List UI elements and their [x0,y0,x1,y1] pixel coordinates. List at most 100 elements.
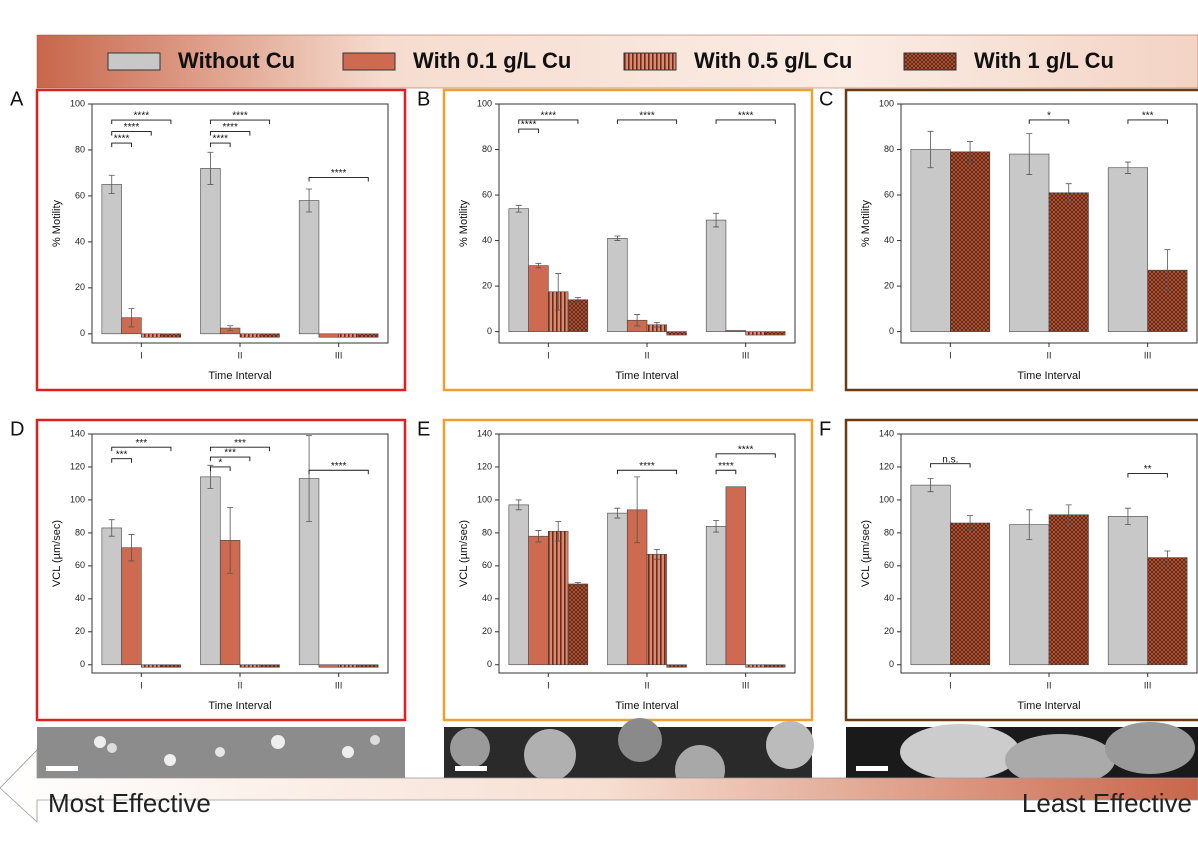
scale-left: Most Effective [48,788,211,818]
significance-label: **** [232,111,248,122]
x-tick-label: III [742,680,750,690]
bar [1049,515,1088,665]
legend-swatch [624,53,676,70]
x-tick-label: II [644,350,649,360]
significance-label: *** [116,449,128,460]
bar [568,300,588,332]
significance-label: **** [222,122,238,133]
bar [161,665,181,667]
bar [260,665,280,667]
x-axis-label: Time Interval [1017,370,1080,382]
bar [1010,154,1049,332]
bar [568,584,588,665]
bar [529,536,549,665]
significance-label: *** [135,438,147,449]
y-tick-label: 140 [879,428,894,438]
page: {"chart_data": [ {"type": "bar", "label"… [0,0,1198,850]
y-tick-label: 80 [75,527,85,537]
bar [647,554,667,664]
figure: Without CuWith 0.1 g/L CuWith 0.5 g/L Cu… [0,0,1198,850]
panel: A020406080100% MotilityTime IntervalIIII… [10,88,405,390]
bar [141,334,161,337]
y-tick-label: 120 [477,461,492,471]
y-tick-label: 0 [487,326,492,336]
y-tick-label: 40 [884,235,894,245]
significance-label: **** [114,134,130,145]
bar [102,528,122,665]
bar [746,665,766,667]
bar [299,201,319,334]
bar [1108,168,1147,332]
bar [141,665,161,667]
legend-label: Without Cu [178,48,295,73]
significance-label: **** [718,461,734,472]
panel-label: A [10,88,24,110]
y-tick-label: 120 [879,461,894,471]
x-tick-label: II [237,680,242,690]
bar [1049,193,1088,332]
significance-label: **** [331,168,347,179]
bar [706,526,726,664]
x-tick-label: III [742,350,750,360]
panels: A020406080100% MotilityTime IntervalIIII… [10,88,1198,720]
x-axis-label: Time Interval [615,700,678,712]
y-tick-label: 140 [70,428,85,438]
x-axis-label: Time Interval [208,700,271,712]
x-tick-label: III [1144,680,1152,690]
y-axis-label: % Motility [458,199,470,247]
y-axis-label: VCL (µm/sec) [860,520,872,587]
legend-swatch [343,53,395,70]
y-tick-label: 0 [889,326,894,336]
y-tick-label: 120 [70,461,85,471]
plot-area [92,104,388,343]
y-tick-label: 20 [884,626,894,636]
bar [509,209,529,332]
bar [122,548,142,665]
y-tick-label: 0 [889,659,894,669]
y-tick-label: 0 [80,328,85,338]
x-tick-label: II [1046,350,1051,360]
y-tick-label: 100 [477,494,492,504]
y-tick-label: 100 [70,98,85,108]
significance-label: ** [1144,464,1152,475]
legend-label: With 0.1 g/L Cu [413,48,571,73]
scale-right: Least Effective [1022,788,1192,818]
y-axis-label: % Motility [860,199,872,247]
bar [548,531,568,665]
bar [667,665,687,667]
y-tick-label: 100 [70,494,85,504]
y-tick-label: 80 [482,144,492,154]
bar [339,665,359,667]
significance-label: **** [639,111,655,122]
significance-label: *** [224,448,236,459]
x-tick-label: II [237,350,242,360]
x-tick-label: III [335,350,343,360]
y-tick-label: 20 [75,282,85,292]
bar [102,184,122,333]
bar [950,523,989,665]
significance-label: **** [738,444,754,455]
bar [911,485,950,665]
bar [509,505,529,665]
panel: D020406080100120140VCL (µm/sec)Time Inte… [10,418,405,720]
y-tick-label: 80 [482,527,492,537]
bar [1108,516,1147,664]
bar [201,168,221,333]
y-tick-label: 20 [884,280,894,290]
y-tick-label: 20 [75,626,85,636]
significance-label: *** [1142,111,1154,122]
significance-label: **** [541,111,557,122]
significance-label: **** [521,120,537,131]
legend-swatch [108,53,160,70]
significance-label: * [1047,111,1051,122]
bar [201,477,221,665]
significance-label: * [218,458,222,469]
bar [319,665,339,667]
bar [319,334,339,337]
bar [608,238,628,331]
x-tick-label: III [335,680,343,690]
y-tick-label: 100 [879,494,894,504]
legend-label: With 1 g/L Cu [974,48,1114,73]
bar [950,152,989,332]
